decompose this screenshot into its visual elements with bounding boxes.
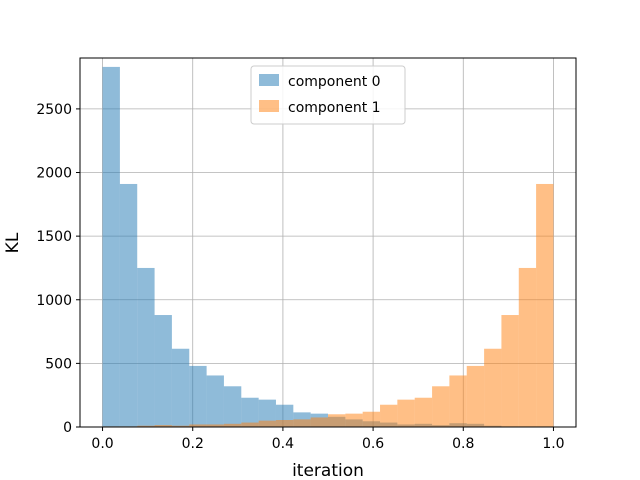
x-tick-label: 1.0 (542, 436, 564, 452)
histogram-bar-component-1 (484, 348, 502, 427)
histogram-bar-component-1 (414, 397, 433, 427)
histogram-bar-component-1 (362, 411, 381, 427)
histogram-bar-component-1 (154, 425, 172, 427)
histogram-bar-component-1 (432, 386, 450, 427)
legend-label: component 0 (288, 74, 381, 90)
histogram-bar-component-0 (119, 183, 138, 427)
legend-swatch (259, 74, 279, 86)
histogram-bar-component-1 (466, 365, 485, 427)
histogram-bar-component-1 (449, 375, 467, 427)
y-tick-label: 2000 (36, 166, 72, 182)
y-tick-label: 1000 (36, 293, 72, 309)
histogram-bar-component-1 (258, 420, 276, 427)
histogram-bar-component-0 (223, 386, 242, 427)
y-tick-label: 1500 (36, 229, 72, 245)
histogram-bar-component-1 (518, 267, 537, 427)
histogram-bar-component-1 (171, 425, 190, 427)
x-axis-ticks: 0.0 0.2 0.4 0.6 0.8 1.0 (91, 427, 565, 452)
histogram-bar-component-1 (536, 183, 554, 427)
histogram-bar-component-1 (241, 422, 259, 427)
histogram-bar-component-0 (206, 375, 224, 427)
histogram-bar-component-1 (345, 413, 363, 427)
y-tick-label: 0 (63, 420, 72, 436)
histogram-bar-component-0 (102, 66, 120, 428)
histogram-bar-component-0 (258, 399, 276, 427)
histogram-bar-component-1 (397, 399, 415, 427)
x-tick-label: 0.8 (452, 436, 474, 452)
y-tick-label: 500 (45, 356, 72, 372)
histogram-bar-component-1 (293, 419, 311, 427)
histogram-bar-component-0 (241, 397, 259, 427)
x-axis-label: iteration (292, 461, 364, 480)
legend-label: component 1 (288, 100, 381, 116)
histogram-bar-component-1 (380, 404, 398, 427)
histogram-bar-component-1 (223, 423, 242, 427)
histogram-bar-component-1 (328, 414, 346, 427)
x-tick-label: 0.6 (362, 436, 384, 452)
histogram-bar-component-0 (189, 365, 207, 427)
y-axis-label: KL (3, 232, 23, 253)
histogram-bar-component-0 (137, 267, 155, 427)
x-tick-label: 0.2 (182, 436, 204, 452)
histogram-bar-component-1 (137, 425, 155, 427)
histogram-bar-component-0 (154, 315, 172, 427)
legend-swatch (259, 100, 279, 112)
y-tick-label: 2500 (36, 102, 72, 118)
bars (102, 66, 554, 428)
y-axis-ticks: 0 500 1000 1500 2000 2500 (36, 102, 80, 436)
plot-frame (79, 57, 577, 428)
histogram-bar-component-1 (310, 417, 328, 427)
histogram-bar-component-1 (501, 315, 519, 427)
histogram-bar-component-1 (189, 424, 207, 427)
histogram-bar-component-1 (206, 424, 224, 427)
x-tick-label: 0.0 (91, 436, 113, 452)
x-tick-label: 0.4 (272, 436, 294, 452)
histogram-bar-component-0 (171, 348, 190, 427)
legend-box (250, 65, 406, 125)
legend: component 0 component 1 (250, 65, 406, 125)
histogram-bar-component-1 (275, 420, 294, 427)
